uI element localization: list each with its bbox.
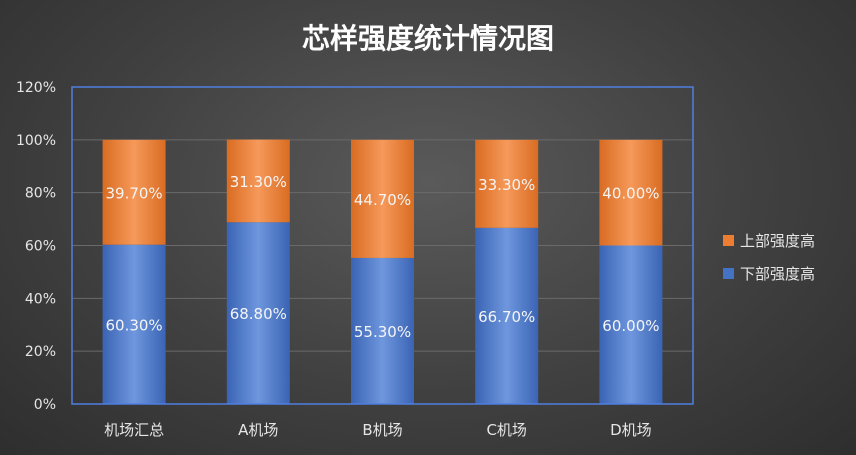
legend-swatch [723, 235, 734, 246]
chart-title: 芯样强度统计情况图 [302, 22, 554, 55]
x-category-label: D机场 [610, 421, 652, 439]
data-label: 66.70% [478, 308, 535, 326]
y-tick-label: 100% [16, 133, 56, 149]
bar-upper-strength [351, 139, 414, 258]
bar-lower-strength [475, 227, 539, 404]
data-label: 33.30% [478, 176, 535, 194]
y-tick-label: 20% [25, 344, 56, 360]
legend-swatch [723, 268, 734, 279]
x-category-label: B机场 [362, 421, 402, 439]
x-category-label: 机场汇总 [104, 421, 164, 439]
x-category-label: C机场 [486, 421, 526, 439]
bar-upper-strength [102, 139, 166, 245]
bar-upper-strength [226, 139, 290, 223]
bar-upper-strength [599, 139, 663, 246]
bar-lower-strength [226, 222, 290, 404]
bar-lower-strength [102, 244, 166, 404]
data-label: 60.00% [602, 317, 659, 335]
y-tick-label: 0% [34, 397, 56, 413]
data-label: 60.30% [105, 316, 162, 334]
y-tick-label: 120% [16, 80, 56, 96]
data-label: 40.00% [602, 185, 659, 203]
plot-area-border [71, 86, 694, 405]
data-label: 68.80% [230, 305, 287, 323]
y-tick-label: 60% [25, 239, 56, 255]
bar-upper-strength [475, 139, 539, 228]
bar-lower-strength [599, 245, 663, 404]
data-label: 31.30% [230, 173, 287, 191]
legend-label: 上部强度高 [740, 232, 815, 250]
data-label: 44.70% [354, 191, 411, 209]
data-label: 55.30% [354, 323, 411, 341]
legend-label: 下部强度高 [740, 265, 815, 283]
x-category-label: A机场 [238, 421, 278, 439]
data-label: 39.70% [105, 184, 162, 202]
bar-lower-strength [351, 257, 414, 404]
y-tick-label: 80% [25, 186, 56, 202]
y-tick-label: 40% [25, 291, 56, 307]
